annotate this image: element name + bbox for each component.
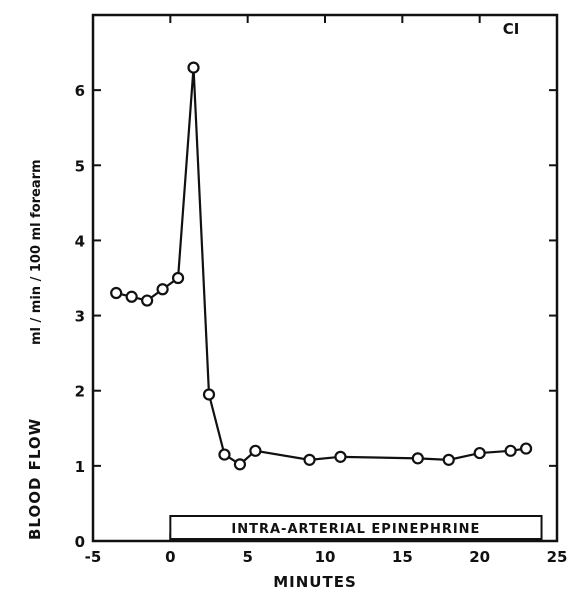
plot-frame <box>91 13 559 543</box>
x-tick-label: 5 <box>242 548 252 566</box>
y-axis-title: BLOOD FLOW <box>26 418 44 540</box>
data-point <box>411 452 424 465</box>
data-point <box>187 61 200 74</box>
y-tick-label: 0 <box>75 533 85 551</box>
data-point <box>303 453 316 466</box>
x-tick-label: 25 <box>547 548 567 566</box>
axes <box>91 13 559 543</box>
x-axis-title: MINUTES <box>273 573 357 591</box>
data-point <box>202 388 216 401</box>
data-point <box>473 446 486 460</box>
infusion-bar: INTRA-ARTERIAL EPINEPHRINE <box>169 515 543 540</box>
y-tick-label: 1 <box>75 458 85 476</box>
y-tick-label: 6 <box>75 82 85 100</box>
x-tick-label: 0 <box>165 548 175 566</box>
data-point <box>249 444 262 457</box>
data-point <box>519 442 533 455</box>
x-tick-label: 10 <box>315 548 336 566</box>
x-tick-label: -5 <box>85 548 102 566</box>
series-line <box>115 67 527 466</box>
data-point <box>233 458 247 471</box>
y-tick-label: 3 <box>75 308 85 326</box>
y-tick-label: 5 <box>75 157 85 175</box>
data-point <box>218 448 231 461</box>
data-point <box>125 290 138 303</box>
y-axis-unit: ml / min / 100 ml forearm <box>29 159 44 345</box>
data-point <box>504 444 517 457</box>
x-tick-label: 15 <box>392 548 413 566</box>
data-point <box>110 286 123 300</box>
infusion-box <box>169 515 543 540</box>
y-axis-title-group: BLOOD FLOW ml / min / 100 ml forearm <box>26 159 44 540</box>
data-point <box>156 283 169 296</box>
data-point <box>334 450 347 463</box>
data-point <box>442 453 455 466</box>
data-point <box>171 271 185 285</box>
y-tick-label: 2 <box>75 383 85 401</box>
x-tick-label: 20 <box>469 548 490 566</box>
y-tick-label: 4 <box>75 232 85 250</box>
data-point <box>141 294 154 307</box>
series <box>110 61 533 471</box>
panel-label: CI <box>503 20 520 38</box>
infusion-label: INTRA-ARTERIAL EPINEPHRINE <box>231 522 480 537</box>
